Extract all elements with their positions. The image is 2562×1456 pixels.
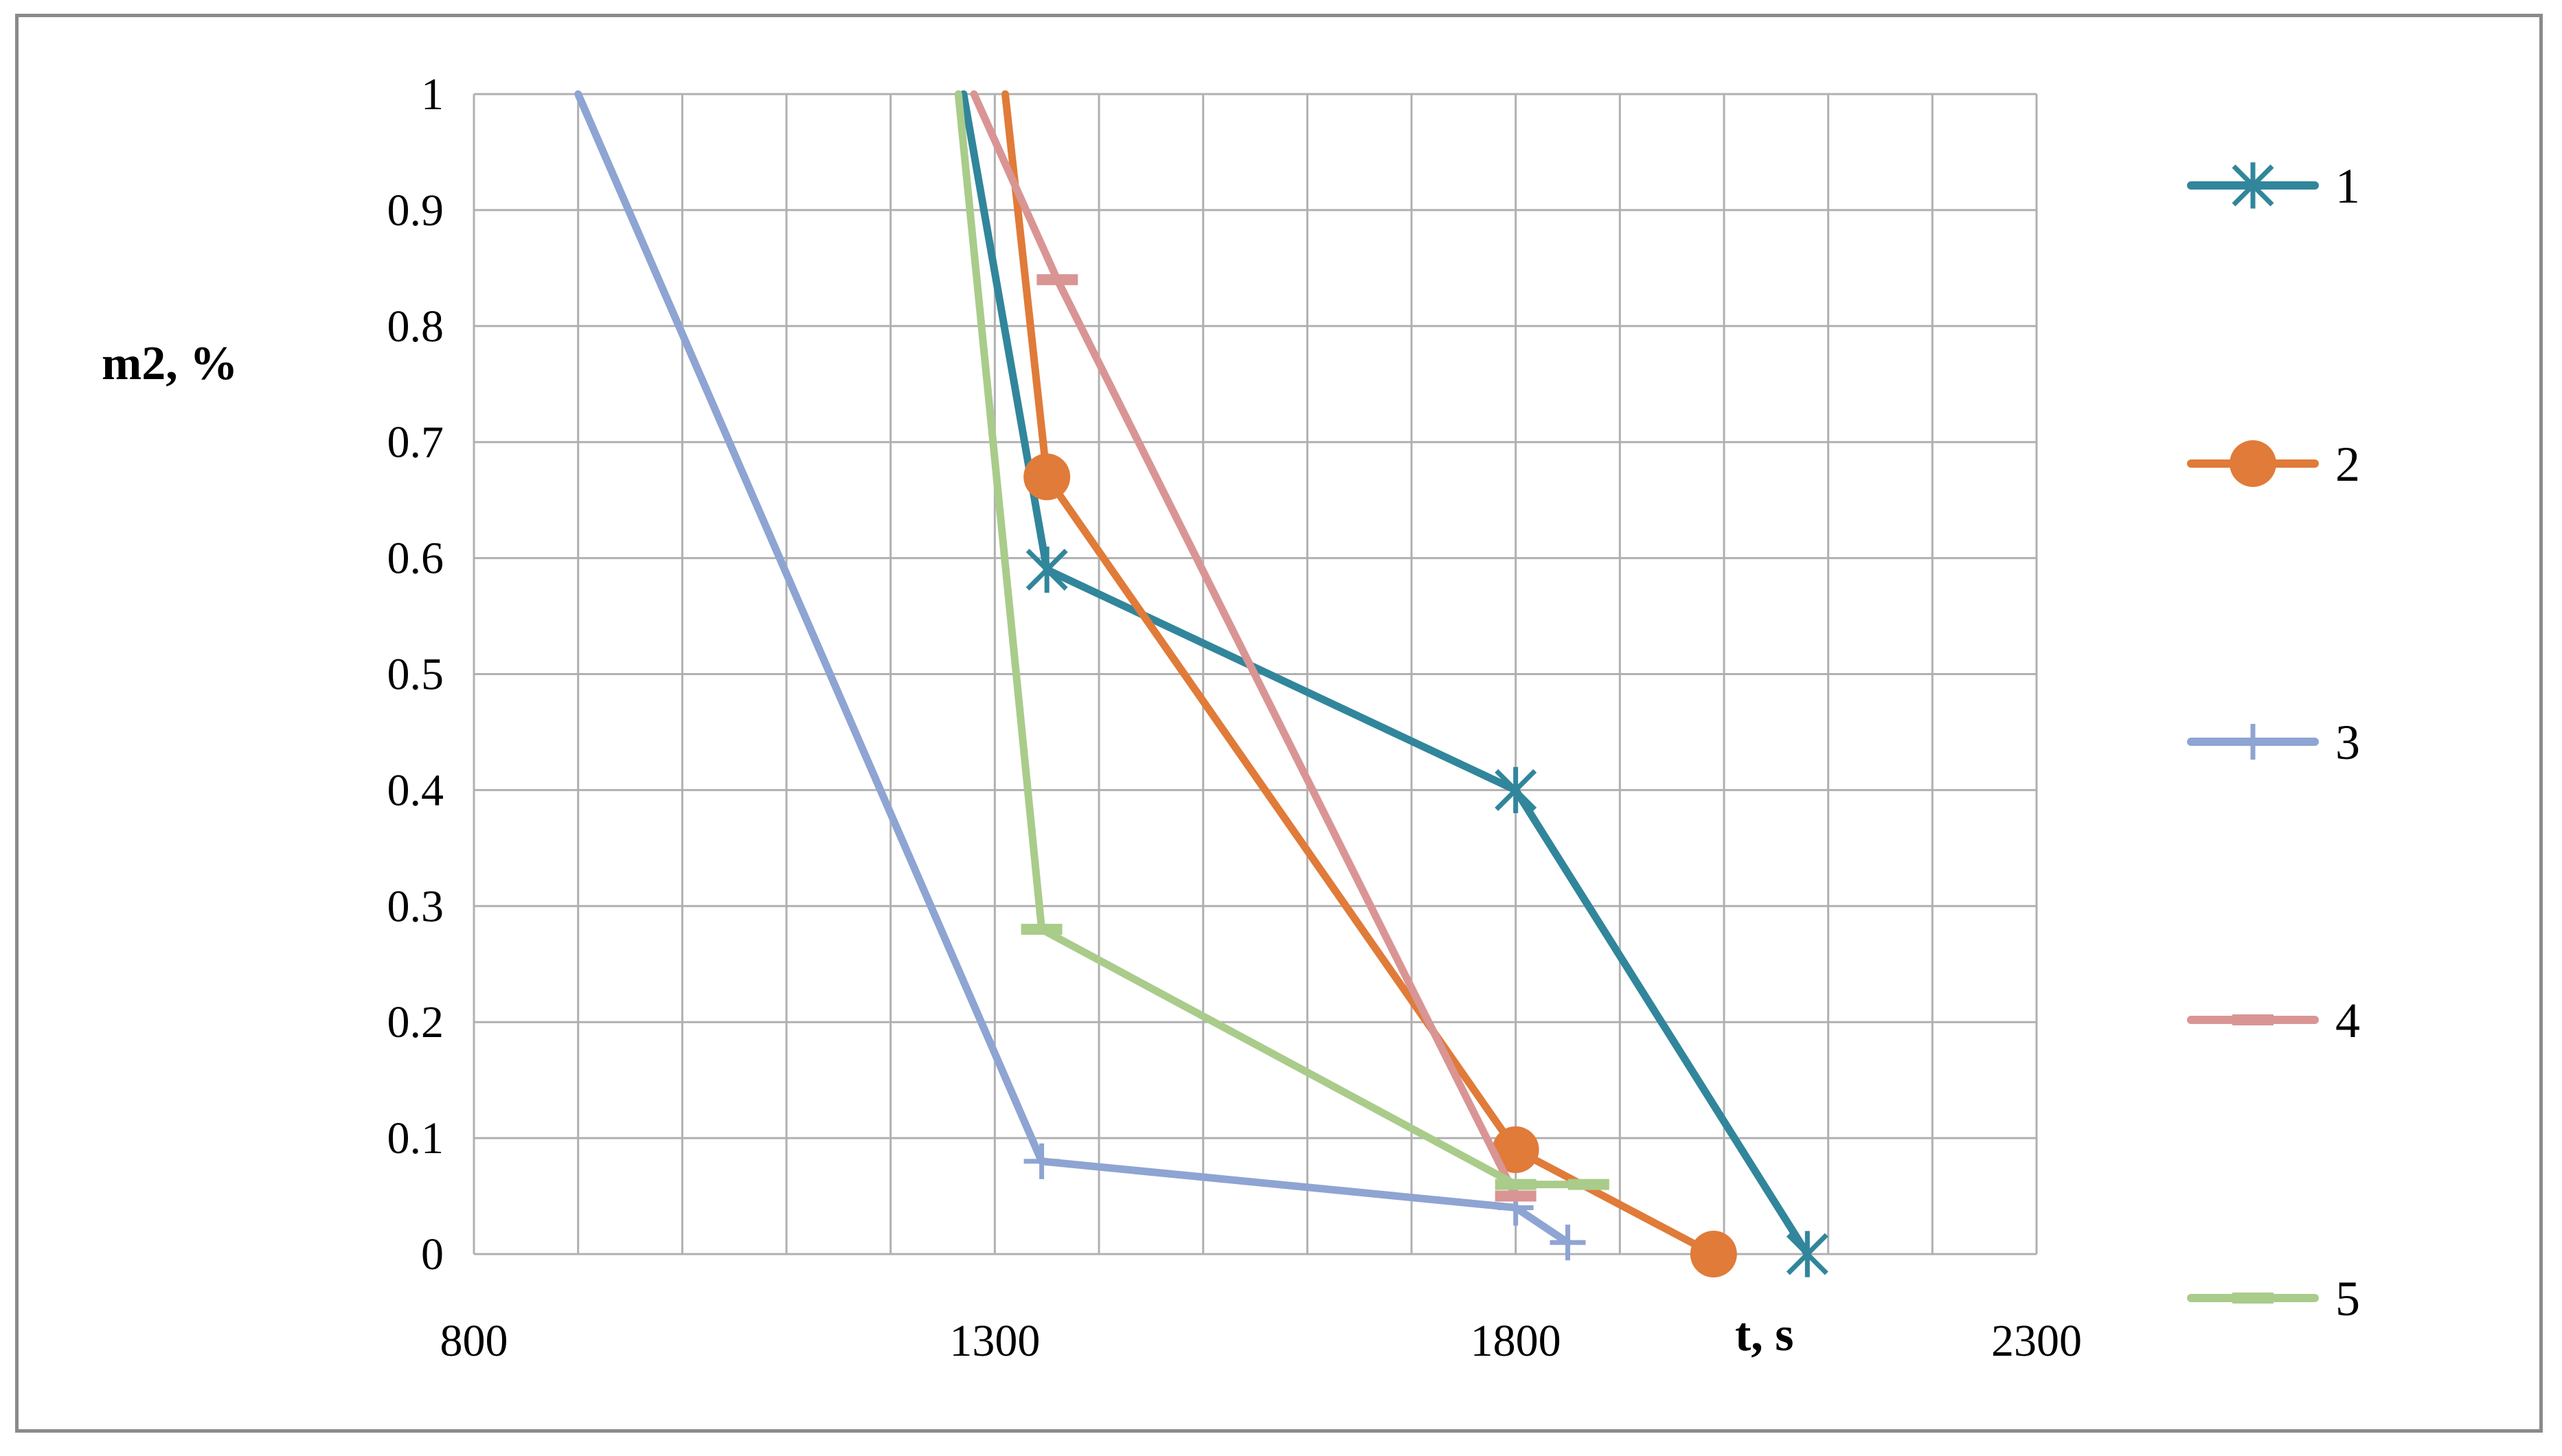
legend-label: 2 — [2335, 437, 2360, 492]
data-point — [2235, 724, 2271, 760]
data-point — [2230, 440, 2276, 487]
legend-label: 3 — [2335, 715, 2360, 770]
y-tick-label: 0.6 — [387, 534, 444, 584]
x-axis-title: t, s — [1735, 1308, 1794, 1361]
data-point — [1025, 546, 1068, 593]
y-tick-label: 1 — [421, 69, 444, 120]
x-tick-label: 2300 — [1991, 1316, 2082, 1366]
y-axis-title: m2, % — [102, 337, 238, 390]
series-line — [960, 90, 1811, 1258]
y-tick-label: 0.3 — [387, 881, 444, 931]
series-line — [1001, 90, 1718, 1258]
legend-item-5: 5 — [2187, 1271, 2360, 1326]
data-point — [1023, 453, 1071, 501]
data-point — [1786, 1231, 1828, 1277]
series-line — [574, 90, 1572, 1247]
series-1 — [960, 90, 1828, 1277]
data-point — [1495, 766, 1537, 813]
data-point — [1492, 1126, 1539, 1173]
series — [574, 90, 1828, 1277]
y-tick-label: 0.9 — [387, 185, 444, 236]
grid — [473, 93, 2038, 1255]
legend-label: 1 — [2335, 159, 2360, 214]
legend-item-3: 3 — [2187, 715, 2360, 770]
series-4 — [970, 90, 1537, 1202]
legend-label: 5 — [2335, 1271, 2360, 1326]
data-point — [1690, 1231, 1737, 1277]
series-line — [970, 90, 1520, 1201]
data-point — [2232, 162, 2274, 209]
y-tick-label: 0.5 — [387, 650, 444, 700]
y-tick-label: 0.1 — [387, 1113, 444, 1163]
y-tick-label: 0.7 — [387, 418, 444, 468]
legend-item-4: 4 — [2187, 993, 2360, 1048]
y-tick-label: 0.4 — [387, 765, 444, 815]
legend-item-1: 1 — [2187, 159, 2360, 214]
series-line — [954, 90, 1593, 1189]
legend-label: 4 — [2335, 993, 2360, 1048]
series-3 — [574, 90, 1586, 1261]
y-tick-label: 0.2 — [387, 997, 444, 1047]
y-tick-label: 0.8 — [387, 302, 444, 352]
series-2 — [1001, 90, 1737, 1277]
y-tick-label: 0 — [421, 1229, 444, 1279]
legend-item-2: 2 — [2187, 437, 2360, 492]
x-tick-label: 1800 — [1471, 1316, 1561, 1366]
x-tick-label: 800 — [440, 1316, 508, 1366]
legend: 1 2 3 4 5 — [2187, 159, 2360, 1326]
data-point — [1550, 1225, 1586, 1261]
series-5 — [954, 90, 1609, 1190]
x-tick-label: 1300 — [949, 1316, 1040, 1366]
data-point — [1023, 1143, 1060, 1179]
